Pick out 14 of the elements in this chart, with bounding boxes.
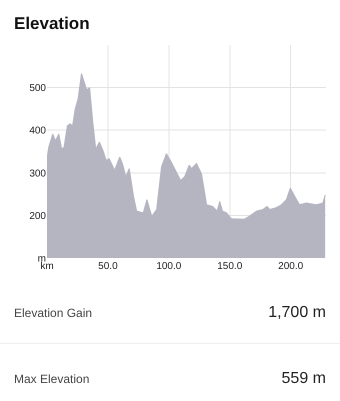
y-tick-label: 500: [29, 83, 46, 94]
x-tick-label: 50.0: [98, 261, 118, 272]
chart-title: Elevation: [14, 14, 90, 34]
x-tick-label: 100.0: [156, 261, 182, 272]
text: 559 m: [282, 370, 326, 388]
y-tick-label: 400: [29, 126, 46, 137]
x-tick-label: 200.0: [278, 261, 304, 272]
text: Elevation Gain: [14, 306, 92, 320]
y-tick-label: 200: [29, 210, 46, 222]
x-tick-label: km: [40, 261, 54, 272]
y-tick-label: 300: [29, 168, 46, 180]
text: 1,700 m: [268, 304, 326, 322]
x-tick-label: 150.0: [217, 261, 243, 272]
text: Max Elevation: [14, 372, 90, 386]
